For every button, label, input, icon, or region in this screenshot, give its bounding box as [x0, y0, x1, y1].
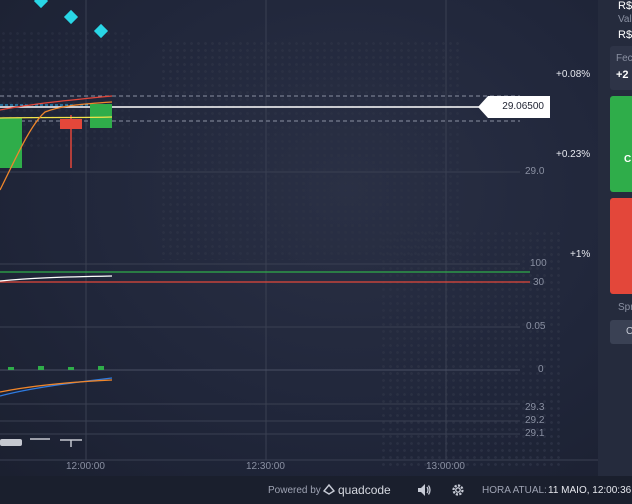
histogram-bar: [98, 366, 104, 370]
chart-area[interactable]: 29.06500 +0.08% +0.23% +1% 29.0 100 30 0…: [0, 0, 632, 476]
rsi-level-label: 30: [533, 277, 545, 288]
histogram-bar: [8, 367, 14, 370]
osc-orange-line: [0, 379, 113, 393]
time-label: 13:00:00: [426, 461, 465, 472]
osc-blue-line: [0, 377, 113, 397]
ma-red-line: [0, 95, 113, 111]
percent-mark: +0.23%: [556, 149, 591, 160]
powered-by-label: Powered by: [268, 485, 321, 496]
footer-bar: Powered by quadcode HORA ATUAL: 11 MAIO,…: [0, 476, 632, 504]
price-level-label: 29.0: [525, 166, 545, 177]
brand-name: quadcode: [338, 483, 391, 497]
trade-side-panel: R$ Val R$ Fec +2 C Spr C: [598, 0, 632, 476]
osc-level-label: 0: [538, 364, 544, 375]
ma-yellow-line: [0, 116, 113, 119]
close-box: Fec +2: [610, 46, 632, 90]
candle-down: [60, 119, 82, 129]
signal-diamond: [63, 9, 79, 25]
chart-canvas: [0, 0, 632, 461]
candle-up: [0, 118, 22, 168]
call-button-label: C: [624, 154, 632, 165]
histogram-bar: [68, 367, 74, 370]
rsi-level-label: 100: [530, 258, 547, 269]
lower-level-label: 29.3: [525, 402, 545, 413]
ma-orange-line: [0, 101, 113, 191]
current-time-label: HORA ATUAL:: [482, 485, 547, 496]
rsi-line: [0, 275, 113, 282]
call-button[interactable]: C: [610, 96, 632, 192]
time-label: 12:30:00: [246, 461, 285, 472]
percent-mark: +0.08%: [556, 69, 591, 80]
current-time-value: 11 MAIO, 12:00:36: [548, 485, 632, 496]
time-label: 12:00:00: [66, 461, 105, 472]
profit-value: +2: [616, 69, 629, 81]
spread-label: Spr: [618, 302, 632, 313]
percent-mark: +1%: [570, 249, 591, 260]
value-currency: R$: [618, 29, 632, 41]
value-label: Val: [618, 14, 632, 25]
cancel-button-label: C: [626, 326, 632, 337]
current-price-tag: 29.06500: [478, 96, 550, 118]
volume-block: [0, 439, 22, 446]
balance-currency: R$: [618, 0, 632, 12]
close-label: Fec: [616, 53, 632, 64]
signal-diamond: [33, 0, 49, 9]
osc-level-label: 0.05: [526, 321, 546, 332]
cancel-button[interactable]: C: [610, 320, 632, 344]
lower-level-label: 29.2: [525, 415, 545, 426]
lower-level-label: 29.1: [525, 428, 545, 439]
signal-diamond: [93, 23, 109, 39]
histogram-bar: [38, 366, 44, 370]
candle-up-current: [90, 104, 112, 128]
put-button[interactable]: [610, 198, 632, 294]
